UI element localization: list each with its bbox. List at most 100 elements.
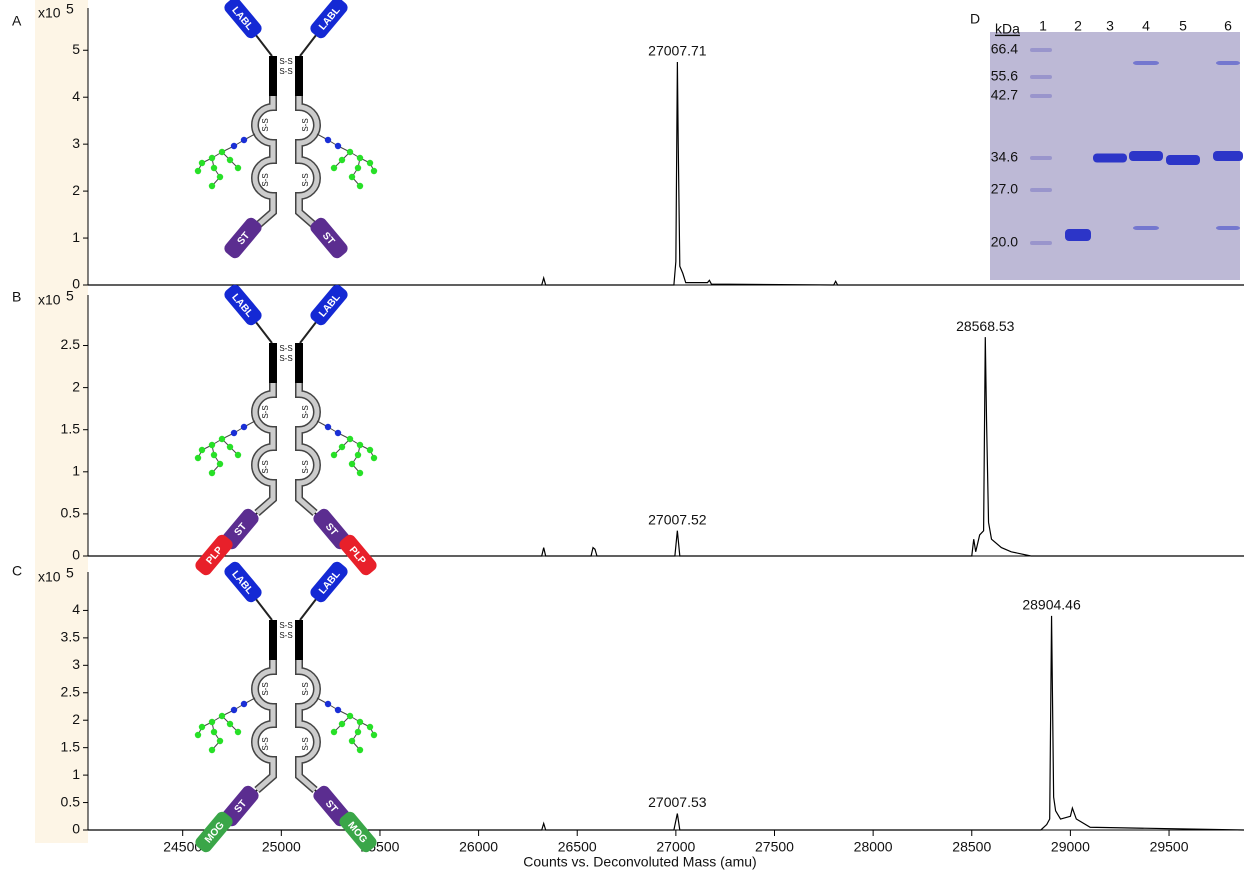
- bond-label: S-S: [261, 460, 270, 473]
- glycan-unit: [335, 143, 341, 149]
- glycan-unit: [335, 707, 341, 713]
- lane-label: 3: [1106, 18, 1114, 34]
- glycan-unit: [219, 436, 225, 442]
- glycan-unit: [231, 430, 237, 436]
- x-tick-label: 27000: [656, 839, 695, 855]
- y-tick-label: 0: [72, 547, 80, 563]
- glycan-unit: [235, 165, 241, 171]
- bond-label: S-S: [301, 460, 310, 473]
- ladder-band: [1030, 94, 1052, 98]
- bond-label: S-S: [301, 118, 310, 131]
- bond-label: S-S: [301, 737, 310, 750]
- glycan-unit: [349, 738, 355, 744]
- construct: S-SS-SLABLSTMOGS-SS-SLABLSTMOGS-SS-S: [193, 559, 379, 854]
- bond-label: S-S: [261, 118, 270, 131]
- marker-label: 42.7: [991, 87, 1018, 103]
- gel-band: [1093, 154, 1127, 163]
- y-multiplier: x10: [38, 292, 61, 308]
- glycan-unit: [209, 470, 215, 476]
- y-tick-label: 2: [72, 182, 80, 198]
- bond-label: S-S: [279, 344, 292, 353]
- glycan-unit: [367, 724, 373, 730]
- y-tick-label: 3: [72, 135, 80, 151]
- panel-letter: D: [970, 11, 980, 27]
- glycan-unit: [357, 183, 363, 189]
- glycan-unit: [331, 729, 337, 735]
- glycan-unit: [331, 165, 337, 171]
- bond-label: S-S: [279, 57, 292, 66]
- glycan-unit: [325, 137, 331, 143]
- y-multiplier-exp: 5: [66, 565, 74, 581]
- peak-label: 28568.53: [956, 318, 1015, 334]
- glycan-unit: [219, 713, 225, 719]
- glycan-unit: [227, 157, 233, 163]
- glycan-unit: [227, 721, 233, 727]
- y-tick-label: 0.5: [61, 793, 81, 809]
- glycan-unit: [235, 452, 241, 458]
- marker-label: 20.0: [991, 234, 1018, 250]
- peak-label: 27007.52: [648, 511, 707, 527]
- glycan-unit: [357, 747, 363, 753]
- bond-label: S-S: [279, 354, 292, 363]
- y-tick-label: 0.5: [61, 505, 81, 521]
- glycan-unit: [241, 701, 247, 707]
- glycan-unit: [195, 732, 201, 738]
- y-tick-label: 0: [72, 821, 80, 837]
- x-tick-label: 26500: [558, 839, 597, 855]
- glycan-unit: [231, 707, 237, 713]
- y-tick-label: 4: [72, 88, 80, 104]
- x-axis-label: Counts vs. Deconvoluted Mass (amu): [523, 854, 756, 870]
- bond-label: S-S: [261, 682, 270, 695]
- glycan-unit: [209, 442, 215, 448]
- ladder-band: [1030, 188, 1052, 192]
- glycan-unit: [195, 455, 201, 461]
- bond-label: S-S: [279, 621, 292, 630]
- ladder-band: [1030, 241, 1052, 245]
- glycan-unit: [217, 174, 223, 180]
- glycan-unit: [199, 160, 205, 166]
- glycan-unit: [227, 444, 233, 450]
- gel-band: [1133, 61, 1159, 65]
- x-tick-label: 28500: [952, 839, 991, 855]
- y-multiplier: x10: [38, 569, 61, 585]
- glycan-unit: [347, 149, 353, 155]
- construct: S-SS-SLABLSTS-SS-SLABLSTS-SS-S: [195, 0, 377, 261]
- y-tick-label: 1: [72, 229, 80, 245]
- x-tick-label: 26000: [459, 839, 498, 855]
- hinge-bar: [269, 56, 277, 96]
- glycan-unit: [371, 455, 377, 461]
- bond-label: S-S: [279, 631, 292, 640]
- peak-label: 27007.71: [648, 43, 707, 59]
- glycan-unit: [339, 721, 345, 727]
- glycan-unit: [347, 436, 353, 442]
- y-multiplier-exp: 5: [66, 1, 74, 17]
- glycan-unit: [195, 168, 201, 174]
- lane-label: 1: [1039, 18, 1047, 34]
- y-tick-label: 2.5: [61, 336, 81, 352]
- gel-band: [1213, 151, 1243, 161]
- gel-band: [1166, 155, 1200, 165]
- x-tick-label: 27500: [755, 839, 794, 855]
- panel-letter: C: [12, 563, 22, 579]
- y-multiplier-exp: 5: [66, 288, 74, 304]
- y-tick-label: 1.5: [61, 738, 81, 754]
- x-tick-label: 29500: [1150, 839, 1189, 855]
- hinge-bar: [269, 343, 277, 383]
- glycan-unit: [325, 701, 331, 707]
- marker-label: 55.6: [991, 68, 1018, 84]
- y-multiplier: x10: [38, 5, 61, 21]
- glycan-unit: [357, 442, 363, 448]
- glycan-unit: [217, 461, 223, 467]
- glycan-unit: [371, 732, 377, 738]
- x-tick-label: 28000: [854, 839, 893, 855]
- glycan-unit: [347, 713, 353, 719]
- bond-label: S-S: [301, 682, 310, 695]
- hinge-bar: [295, 343, 303, 383]
- y-tick-label: 2: [72, 711, 80, 727]
- gel-band: [1216, 226, 1240, 230]
- y-tick-label: 4: [72, 601, 80, 617]
- y-tick-label: 1: [72, 766, 80, 782]
- glycan-unit: [241, 424, 247, 430]
- glycan-unit: [339, 157, 345, 163]
